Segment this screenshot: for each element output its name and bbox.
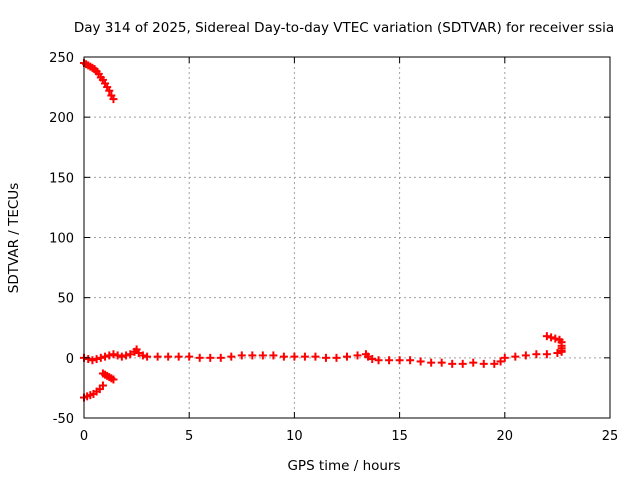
data-point [353, 351, 362, 360]
data-point [448, 359, 457, 368]
data-point [258, 351, 267, 360]
y-tick-label: 100 [49, 232, 74, 247]
data-point [101, 352, 110, 361]
data-point [374, 356, 383, 365]
data-point [557, 346, 566, 355]
data-point [134, 349, 143, 358]
data-point [227, 352, 236, 361]
data-point [206, 353, 215, 362]
data-point [551, 334, 560, 343]
data-point [321, 353, 330, 362]
x-tick-label: 20 [497, 429, 514, 444]
data-point [311, 352, 320, 361]
chart-title: Day 314 of 2025, Sidereal Day-to-day VTE… [74, 20, 614, 36]
data-point [143, 352, 152, 361]
data-point [269, 351, 278, 360]
y-tick-label: 0 [66, 352, 74, 367]
data-point [216, 353, 225, 362]
data-point [542, 332, 551, 341]
data-point [479, 359, 488, 368]
data-point [248, 351, 257, 360]
y-tick-label: 50 [57, 292, 74, 307]
data-point [92, 355, 101, 364]
grid-lines [84, 57, 610, 418]
data-point [126, 350, 135, 359]
data-point [437, 358, 446, 367]
data-point [98, 381, 107, 390]
data-point [490, 359, 499, 368]
data-point [532, 350, 541, 359]
x-tick-label: 5 [185, 429, 193, 444]
data-point [343, 352, 351, 361]
data-point [553, 349, 562, 358]
y-axis-label: SDTVAR / TECUs [6, 183, 22, 293]
data-point [84, 355, 93, 364]
axis-ticks: 0 5 10 15 20 25 -50 0 50 100 150 200 250 [49, 51, 618, 444]
data-point [109, 95, 118, 104]
data-point [164, 352, 173, 361]
data-point [406, 356, 415, 365]
data-point [547, 333, 556, 342]
data-point [300, 352, 309, 361]
data-point [88, 356, 97, 365]
data-point [195, 353, 204, 362]
data-point [511, 352, 520, 361]
data-point [364, 352, 373, 361]
data-point [521, 351, 530, 360]
data-point [237, 351, 246, 360]
y-tick-label: -50 [53, 412, 74, 427]
y-tick-label: 200 [49, 111, 74, 126]
x-tick-label: 15 [391, 429, 408, 444]
data-point [109, 350, 118, 359]
data-point [427, 358, 436, 367]
data-point [368, 355, 377, 364]
data-point [279, 352, 288, 361]
data-point [113, 351, 122, 360]
data-point [96, 353, 105, 362]
y-tick-label: 150 [49, 171, 74, 186]
data-point [105, 351, 114, 360]
data-point [332, 353, 341, 362]
data-point [500, 353, 509, 362]
data-points [80, 59, 566, 402]
data-point [105, 86, 114, 95]
x-tick-label: 0 [80, 429, 88, 444]
data-point [395, 356, 404, 365]
data-point [542, 350, 551, 359]
data-point [138, 351, 147, 360]
data-point [185, 352, 194, 361]
data-point [385, 356, 394, 365]
x-tick-label: 25 [602, 429, 619, 444]
x-tick-label: 10 [286, 429, 303, 444]
data-point [174, 352, 183, 361]
data-point [458, 359, 467, 368]
data-point [117, 352, 126, 361]
data-point [469, 358, 478, 367]
x-axis-label: GPS time / hours [287, 458, 400, 474]
data-point [109, 375, 118, 384]
y-tick-label: 250 [49, 51, 74, 66]
plot-frame [83, 56, 611, 419]
data-point [496, 357, 505, 366]
data-point [290, 352, 299, 361]
data-point [153, 352, 162, 361]
data-point [122, 351, 131, 360]
data-point [416, 357, 425, 366]
